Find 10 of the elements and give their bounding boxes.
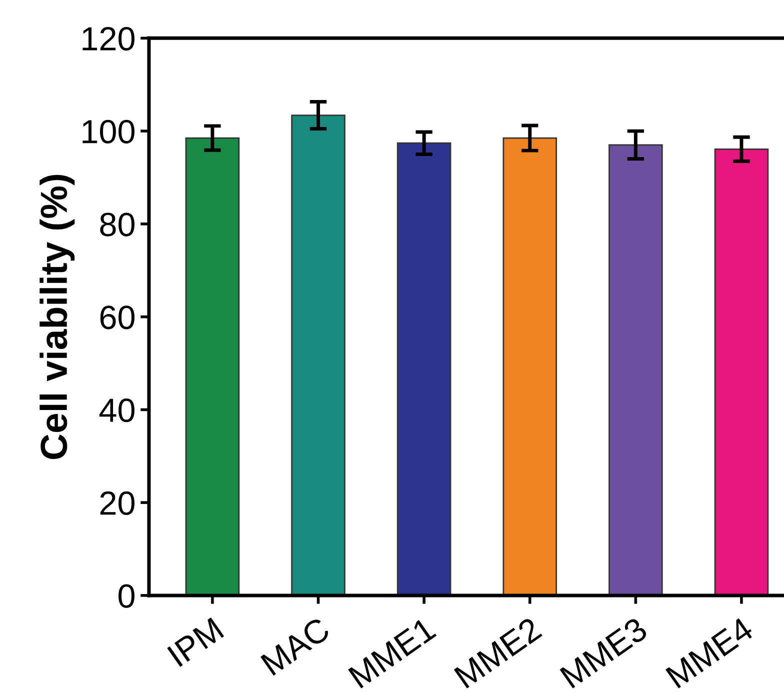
y-tick-label: 20 xyxy=(100,491,134,515)
y-axis-title: Cell viability (%) xyxy=(40,174,75,460)
y-tick-label: 120 xyxy=(82,26,134,51)
y-tick-label: 100 xyxy=(82,120,134,144)
x-tick-label: MAC xyxy=(260,616,332,676)
y-tick-label: 80 xyxy=(100,212,134,236)
x-tick-label: IPM xyxy=(167,617,224,667)
y-tick-label: 0 xyxy=(118,584,134,608)
y-tick-label: 40 xyxy=(99,398,134,422)
y-tick-label: 60 xyxy=(100,306,134,330)
